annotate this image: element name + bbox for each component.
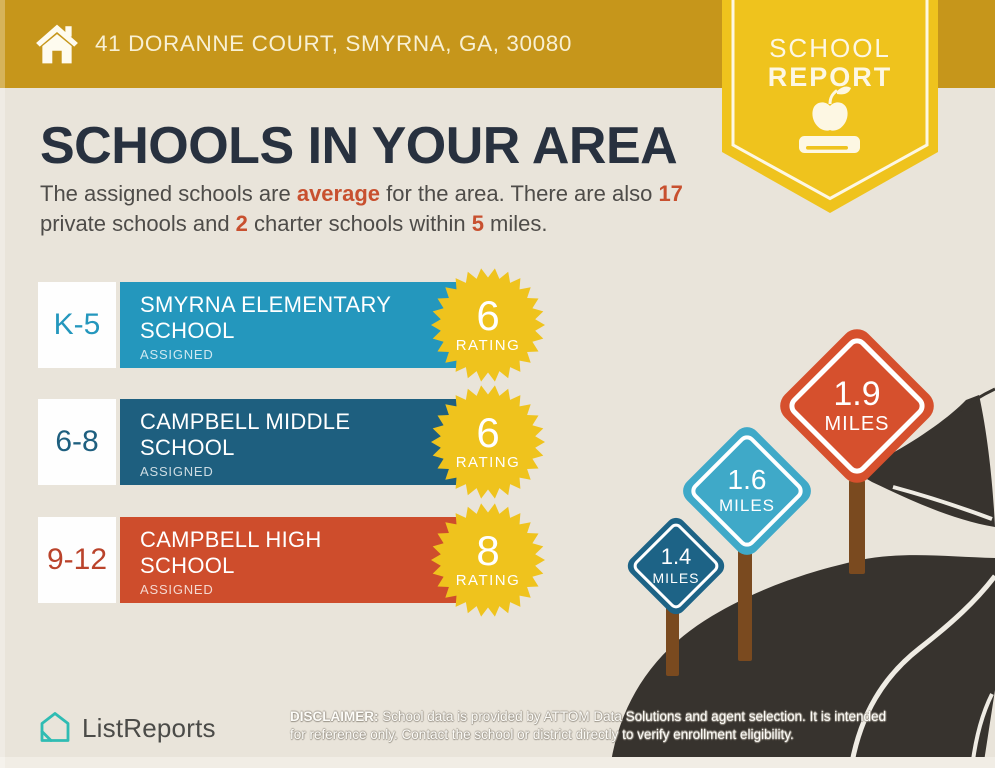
distance-sign-high: 1.9 MILES: [773, 322, 941, 490]
listreports-house-icon: [40, 712, 70, 742]
distance-unit: MILES: [718, 496, 776, 515]
distance-sign-middle: 1.6 MILES: [677, 421, 817, 561]
distance-value: 1.9: [833, 374, 881, 413]
page-title: SCHOOLS IN YOUR AREA: [40, 117, 678, 175]
road-lower-band: [610, 555, 995, 768]
intro-text-run: private schools and: [40, 211, 236, 236]
rating-value: 8: [476, 527, 500, 574]
grade-range-box: K-5: [38, 282, 116, 368]
school-status: ASSIGNED: [140, 582, 214, 597]
grade-range-box: 9-12: [38, 517, 116, 603]
school-name: SMYRNA ELEMENTARY SCHOOL: [140, 292, 392, 343]
road-horizon-line: [957, 387, 995, 414]
sign-post-far: [849, 480, 865, 574]
school-report-ribbon: SCHOOL REPORT: [722, 0, 938, 213]
rating-badge: 8 RATING: [431, 503, 545, 617]
road-upper-band: [855, 395, 995, 527]
disclaimer-label: DISCLAIMER:: [290, 709, 379, 724]
intro-text-run: for the area. There are also: [380, 181, 659, 206]
home-icon: [36, 24, 78, 64]
distance-unit: MILES: [824, 412, 890, 435]
intro-text-run: charter schools within: [247, 211, 472, 236]
rating-value: 6: [476, 292, 500, 339]
apple-on-book-icon: [799, 86, 860, 153]
school-name: CAMPBELL HIGH SCHOOL: [140, 527, 322, 578]
school-status: ASSIGNED: [140, 464, 214, 479]
intro-accent-average: average: [296, 181, 381, 206]
rating-badge: 6 RATING: [431, 268, 545, 382]
intro-accent-private-count: 17: [658, 181, 683, 206]
sign-post-mid: [738, 545, 752, 661]
distance-value: 1.6: [727, 464, 767, 495]
school-row-middle: 6-8 CAMPBELL MIDDLE SCHOOL ASSIGNED 6 RAT…: [38, 385, 598, 499]
road-upper-lane-line: [892, 485, 993, 521]
property-address: 41 DORANNE COURT, SMYRNA, GA, 30080: [95, 31, 572, 56]
rating-label: RATING: [455, 454, 521, 471]
disclaimer-text: DISCLAIMER: School data is provided by A…: [290, 708, 960, 744]
school-row-elementary: K-5 SMYRNA ELEMENTARY SCHOOL ASSIGNED 6 R…: [38, 268, 598, 382]
distance-unit: MILES: [652, 570, 700, 586]
school-row-high: 9-12 CAMPBELL HIGH SCHOOL ASSIGNED 8 RATI…: [38, 503, 598, 617]
grade-range: 6-8: [55, 425, 99, 458]
school-status: ASSIGNED: [140, 347, 214, 362]
grade-range: 9-12: [46, 543, 108, 576]
ribbon-line2: REPORT: [768, 62, 893, 92]
disclaimer-line2: for reference only. Contact the school o…: [290, 727, 794, 742]
intro-accent-charter-count: 2: [235, 211, 248, 236]
disclaimer-line1: School data is provided by ATTOM Data So…: [378, 709, 887, 724]
school-name: CAMPBELL MIDDLE SCHOOL: [140, 409, 351, 460]
ribbon-line1: SCHOOL: [769, 33, 891, 63]
grade-range-box: 6-8: [38, 399, 116, 485]
bottom-margin-strip: [0, 757, 995, 768]
grade-range: K-5: [53, 308, 101, 341]
intro-accent-radius: 5: [471, 211, 484, 236]
rating-value: 6: [476, 409, 500, 456]
left-margin-strip: [0, 0, 5, 768]
distance-value: 1.4: [660, 544, 692, 569]
intro-text-run: miles.: [483, 211, 548, 236]
brand-name: ListReports: [82, 712, 216, 743]
school-bar: CAMPBELL MIDDLE SCHOOL ASSIGNED: [120, 399, 460, 485]
ribbon-inner-border: [731, 0, 929, 201]
rating-badge: 6 RATING: [431, 385, 545, 499]
road-lane-line: [848, 574, 995, 768]
intro-text-run: The assigned schools are: [40, 181, 297, 206]
school-bar: SMYRNA ELEMENTARY SCHOOL ASSIGNED: [120, 282, 460, 368]
intro-text: The assigned schools are average for the…: [40, 179, 683, 239]
rating-label: RATING: [455, 337, 521, 354]
rating-label: RATING: [455, 572, 521, 589]
listreports-logo: ListReports: [38, 710, 216, 746]
school-bar: CAMPBELL HIGH SCHOOL ASSIGNED: [120, 517, 460, 603]
sign-post-near: [666, 600, 679, 676]
